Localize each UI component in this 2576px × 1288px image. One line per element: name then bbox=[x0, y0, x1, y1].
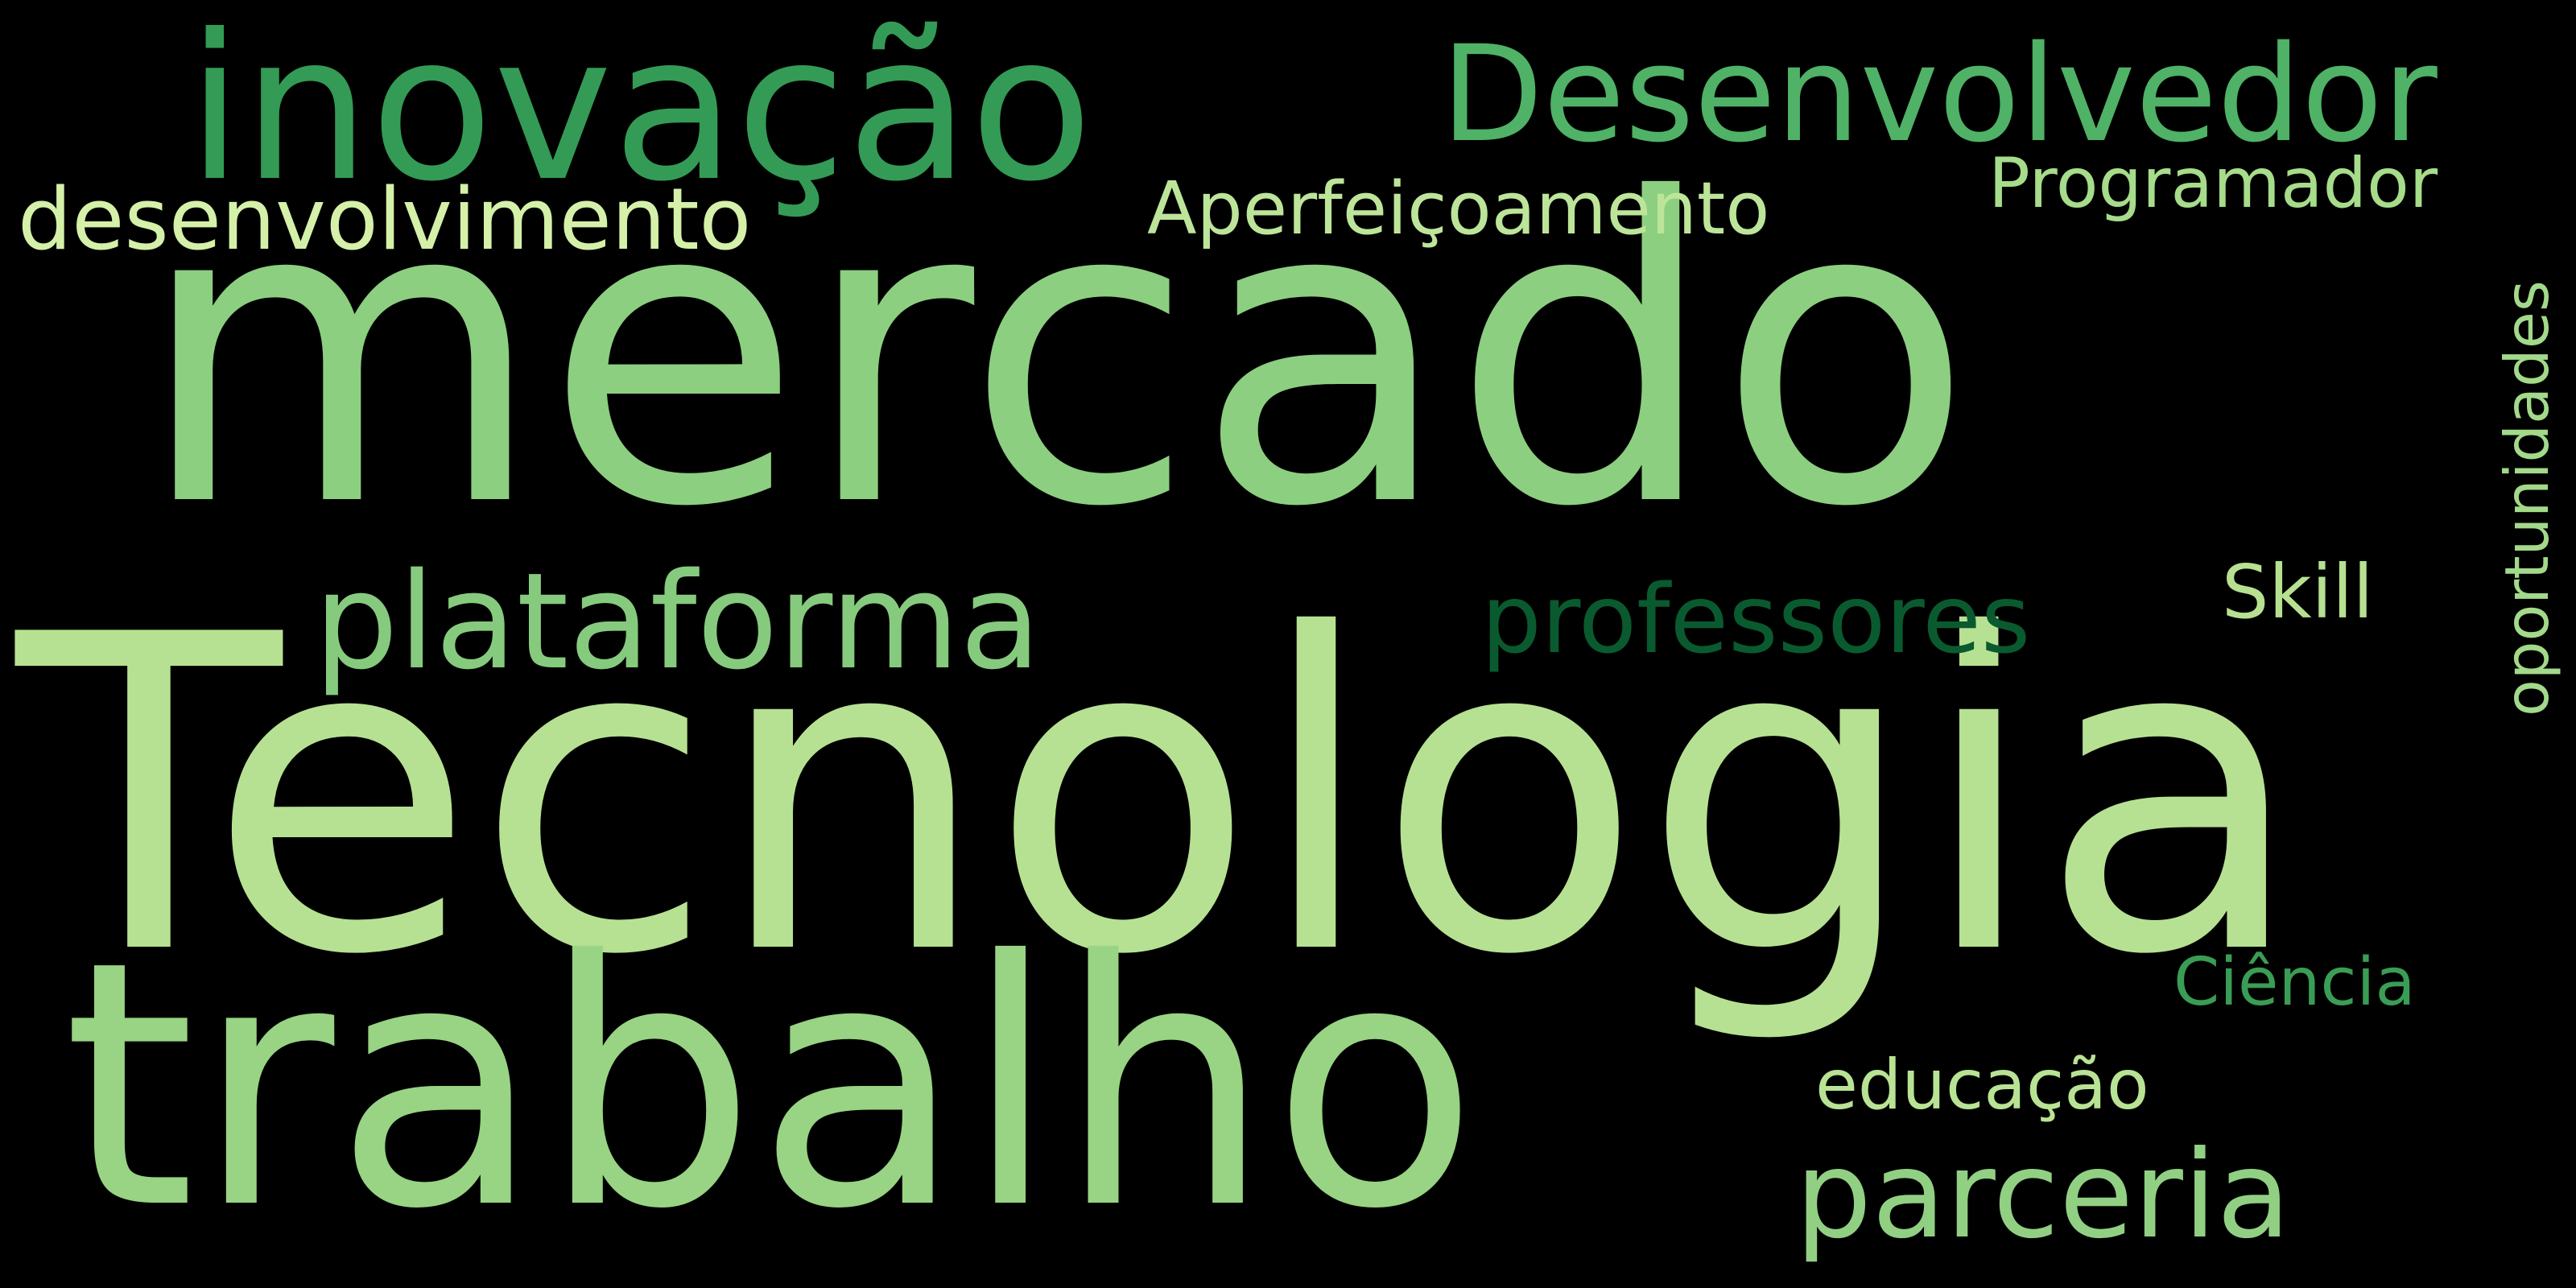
word-parceria: parceria bbox=[1795, 1125, 2291, 1265]
word-mercado: mercado bbox=[137, 110, 1974, 598]
word-ciencia: Ciência bbox=[2174, 944, 2416, 1021]
word-tecnologia: Tecnologia bbox=[16, 544, 2306, 1050]
word-programador: Programador bbox=[1988, 143, 2438, 224]
word-professores: professores bbox=[1481, 564, 2031, 675]
word-inovacao: inovação bbox=[187, 0, 1093, 225]
word-educacao: educação bbox=[1815, 1045, 2149, 1125]
word-aperfeicoamento: Aperfeiçoamento bbox=[1147, 167, 1770, 251]
word-desenvolvedor: Desenvolvedor bbox=[1441, 17, 2438, 171]
word-skill: Skill bbox=[2222, 549, 2374, 635]
word-trabalho: trabalho bbox=[63, 890, 1479, 1283]
word-plataforma: plataforma bbox=[314, 544, 1042, 699]
word-desenvolvimento: desenvolvimento bbox=[18, 170, 752, 269]
word-oportunidades: oportunidades bbox=[2491, 280, 2562, 716]
